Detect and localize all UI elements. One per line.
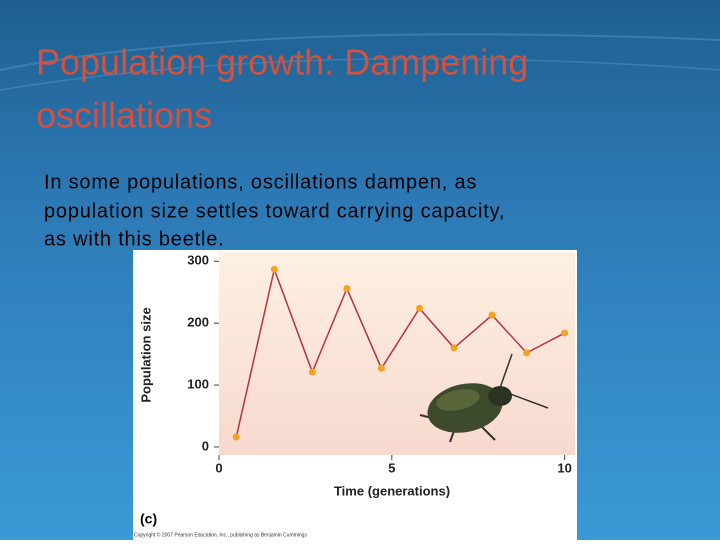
- data-point: [308, 368, 316, 376]
- body-text: population size settles toward carrying …: [44, 200, 505, 222]
- data-point: [450, 344, 458, 352]
- data-point: [270, 265, 278, 273]
- swoosh: [0, 58, 720, 91]
- panel-label: (c): [140, 511, 157, 527]
- swoosh: [0, 33, 720, 71]
- body-text: In some populations, oscillations dampen…: [44, 171, 477, 193]
- body-text: as with this beetle.: [44, 228, 225, 250]
- slide-title: oscillations: [36, 95, 212, 136]
- plot-area: [219, 252, 575, 455]
- beetle: [419, 353, 549, 443]
- data-point: [377, 364, 385, 372]
- y-tick-label: 200: [187, 315, 209, 330]
- y-tick-label: 0: [202, 438, 209, 453]
- slide-title: Population growth: Dampening: [36, 42, 528, 83]
- x-tick-label: 0: [215, 460, 222, 475]
- y-tick-label: 100: [187, 377, 209, 392]
- x-axis-label: Time (generations): [334, 483, 450, 498]
- x-tick-label: 10: [557, 460, 571, 475]
- data-line: [235, 266, 565, 438]
- data-point: [523, 349, 531, 357]
- x-tick-label: 5: [388, 460, 395, 475]
- data-point: [343, 285, 351, 293]
- data-point: [561, 329, 569, 337]
- y-tick-label: 300: [187, 253, 209, 268]
- data-point: [232, 433, 240, 441]
- y-axis-label: Population size: [138, 307, 153, 402]
- data-point: [488, 311, 496, 319]
- data-point: [415, 304, 423, 312]
- credit: Copyright © 2007 Pearson Education, Inc.…: [134, 531, 307, 538]
